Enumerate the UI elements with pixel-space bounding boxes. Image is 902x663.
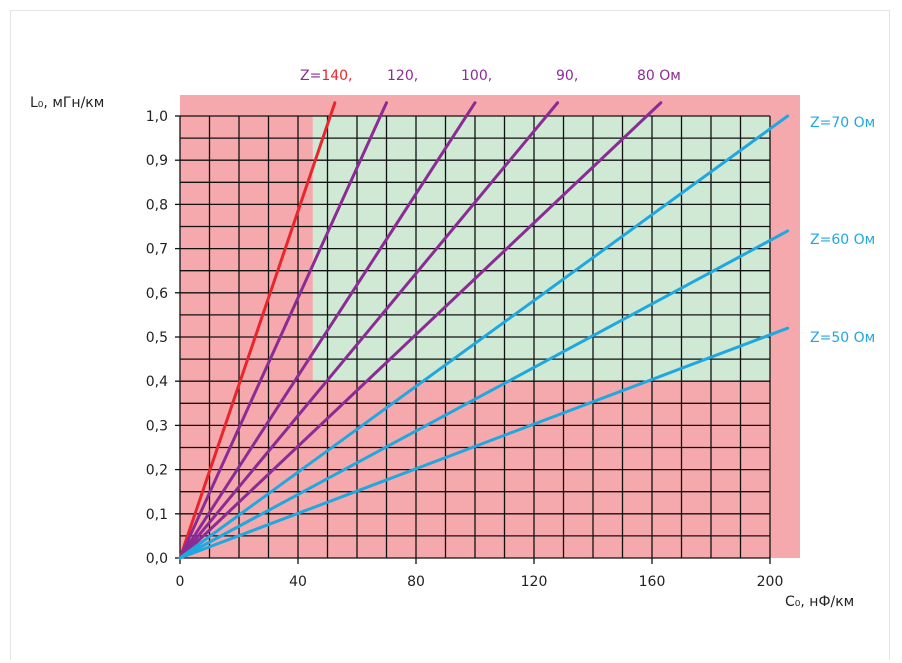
x-tick-label: 120 [521, 574, 548, 590]
series-line [178, 326, 790, 560]
x-tick-label: 0 [176, 574, 185, 590]
y-tick-label: 0,9 [146, 153, 168, 169]
series-label-part: 90, [556, 68, 578, 84]
x-axis-title: C₀, нФ/км [785, 594, 854, 610]
series-label: Z=50 Ом [810, 330, 875, 346]
series-line [178, 101, 337, 560]
y-tick-label: 0,8 [146, 197, 168, 213]
series-line [178, 114, 790, 560]
y-tick-label: 0,6 [146, 286, 168, 302]
series-label: Z=70 Ом [810, 115, 875, 131]
series-label-part: 120, [387, 68, 418, 84]
series-line [178, 101, 388, 560]
series-label: 100, [461, 68, 492, 84]
y-tick-label: 0,5 [146, 330, 168, 346]
series-label: 90, [556, 68, 578, 84]
series-line [178, 101, 560, 560]
figure-frame [10, 10, 890, 660]
y-tick-label: 1,0 [146, 109, 168, 125]
series-label-part: Z= [300, 68, 321, 84]
series-label-part: Z=50 Ом [810, 330, 875, 346]
series-label-part: 140, [321, 68, 352, 84]
series-line [178, 229, 790, 560]
series-line [178, 101, 477, 560]
series-label: Z=140, [300, 68, 353, 84]
series-label: 120, [387, 68, 418, 84]
x-tick-label: 40 [289, 574, 307, 590]
series-label-part: Z=70 Ом [810, 115, 875, 131]
series-label-part: 100, [461, 68, 492, 84]
x-tick-label: 80 [407, 574, 425, 590]
x-tick-label: 160 [639, 574, 666, 590]
series-label: Z=60 Ом [810, 232, 875, 248]
y-tick-label: 0,3 [146, 418, 168, 434]
y-tick-label: 0,1 [146, 507, 168, 523]
x-tick-label: 200 [757, 574, 784, 590]
series-line [178, 101, 663, 560]
series-label: 80 Ом [637, 68, 681, 84]
y-axis-title: L₀, мГн/км [30, 95, 104, 111]
y-tick-label: 0,0 [146, 551, 168, 567]
y-tick-label: 0,7 [146, 242, 168, 258]
series-label-part: Z=60 Ом [810, 232, 875, 248]
series-label-part: 80 Ом [637, 68, 681, 84]
y-tick-label: 0,4 [146, 374, 168, 390]
y-tick-label: 0,2 [146, 463, 168, 479]
